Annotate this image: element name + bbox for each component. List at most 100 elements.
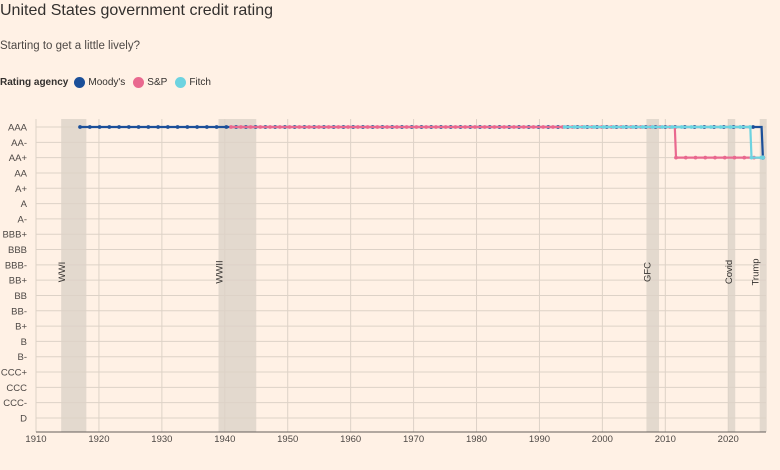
x-tick-label-5: 1960 bbox=[340, 434, 361, 445]
series-point-1 bbox=[693, 155, 698, 160]
series-point-2 bbox=[582, 125, 587, 129]
series-point-2 bbox=[621, 125, 626, 129]
series-point-1 bbox=[346, 125, 351, 129]
y-tick-label-18: CCC- bbox=[3, 398, 27, 409]
series-point-1 bbox=[521, 125, 526, 129]
y-tick-label-5: A bbox=[21, 199, 28, 210]
x-tick-label-7: 1980 bbox=[466, 434, 487, 445]
series-point-2 bbox=[650, 125, 655, 129]
x-tick-label-10: 2010 bbox=[655, 434, 676, 445]
series-point-1 bbox=[424, 125, 429, 129]
series-point-0 bbox=[97, 125, 102, 129]
event-label-1: WWII bbox=[215, 260, 226, 283]
x-tick-label-3: 1940 bbox=[214, 434, 235, 445]
series-point-1 bbox=[297, 125, 302, 129]
series-point-2 bbox=[738, 125, 743, 129]
series-point-1 bbox=[395, 125, 399, 129]
series-point-1 bbox=[453, 125, 458, 129]
series-point-1 bbox=[385, 125, 390, 129]
y-tick-label-0: AAA bbox=[8, 123, 28, 134]
series-point-0 bbox=[224, 125, 229, 129]
legend-swatch-sp bbox=[133, 77, 145, 88]
y-tick-label-14: B bbox=[21, 337, 27, 348]
y-tick-label-3: AA bbox=[14, 168, 27, 179]
series-point-1 bbox=[674, 155, 678, 160]
chart-title: United States government credit rating bbox=[0, 2, 274, 19]
shaded-period-3 bbox=[728, 119, 736, 432]
legend-label-moodys: Moody's bbox=[88, 77, 126, 88]
event-label-4: Trump bbox=[751, 258, 762, 285]
series-point-2 bbox=[689, 125, 694, 129]
series-point-1 bbox=[375, 125, 380, 129]
series-point-1 bbox=[492, 125, 497, 129]
series-point-2 bbox=[718, 125, 723, 129]
y-tick-label-10: BB+ bbox=[9, 276, 28, 287]
x-tick-label-6: 1970 bbox=[403, 434, 424, 445]
series-point-2 bbox=[572, 125, 577, 129]
legend-item-sp: S&P bbox=[133, 77, 167, 88]
series-point-1 bbox=[703, 155, 708, 160]
shaded-period-2 bbox=[646, 119, 660, 432]
legend-swatch-fitch bbox=[175, 77, 187, 88]
series-point-1 bbox=[268, 125, 273, 129]
series-point-1 bbox=[463, 125, 468, 129]
series-point-1 bbox=[732, 155, 737, 160]
x-tick-label-9: 2000 bbox=[592, 434, 613, 445]
y-tick-label-16: CCC+ bbox=[1, 368, 28, 379]
series-point-1 bbox=[336, 125, 341, 129]
series-point-1 bbox=[307, 125, 312, 129]
series-point-2 bbox=[640, 125, 645, 129]
x-tick-label-1: 1920 bbox=[88, 434, 109, 445]
y-tick-label-7: BBB+ bbox=[2, 230, 27, 241]
series-point-2 bbox=[631, 125, 635, 129]
series-point-2 bbox=[660, 125, 665, 129]
series-point-0 bbox=[146, 125, 151, 129]
series-point-1 bbox=[287, 125, 292, 129]
series-point-2 bbox=[670, 125, 674, 129]
legend-label-sp: S&P bbox=[147, 77, 168, 88]
series-point-1 bbox=[258, 125, 263, 129]
series-point-2 bbox=[562, 125, 567, 129]
series-point-1 bbox=[551, 125, 555, 129]
chart-subtitle: Starting to get a little lively? bbox=[0, 40, 140, 52]
series-point-1 bbox=[365, 125, 370, 129]
series-point-0 bbox=[107, 125, 112, 129]
legend-item-moodys: Moody's bbox=[74, 77, 125, 88]
series-point-0 bbox=[117, 125, 121, 129]
series-line-1 bbox=[231, 125, 763, 159]
y-tick-label-15: B- bbox=[18, 352, 28, 363]
y-tick-label-4: A+ bbox=[15, 184, 27, 195]
series-point-1 bbox=[404, 125, 409, 129]
series-point-0 bbox=[214, 125, 219, 129]
series-point-1 bbox=[531, 125, 536, 129]
series-point-1 bbox=[541, 125, 546, 129]
y-tick-label-13: B+ bbox=[15, 322, 27, 333]
series-point-2 bbox=[601, 125, 606, 129]
y-tick-label-12: BB- bbox=[11, 306, 27, 317]
series-end-point-2 bbox=[760, 155, 766, 160]
series-point-2 bbox=[748, 125, 752, 129]
series-point-1 bbox=[713, 155, 717, 160]
series-point-1 bbox=[229, 125, 233, 129]
series-point-1 bbox=[277, 125, 282, 129]
series-point-0 bbox=[185, 125, 190, 129]
x-tick-label-4: 1950 bbox=[277, 434, 298, 445]
series-point-0 bbox=[126, 125, 131, 129]
series-point-0 bbox=[87, 125, 92, 129]
shaded-period-4 bbox=[759, 119, 767, 432]
series-point-1 bbox=[742, 155, 747, 160]
series-point-2 bbox=[709, 125, 713, 129]
legend-title: Rating agency bbox=[0, 77, 69, 88]
series-point-2 bbox=[699, 125, 704, 129]
x-tick-label-0: 1910 bbox=[25, 434, 46, 445]
series-point-2 bbox=[749, 155, 754, 160]
y-tick-label-1: AA- bbox=[11, 138, 27, 149]
legend-item-fitch: Fitch bbox=[175, 77, 211, 88]
y-tick-label-2: AA+ bbox=[9, 153, 28, 164]
series-point-0 bbox=[78, 125, 82, 129]
series-point-0 bbox=[204, 125, 209, 129]
x-tick-label-8: 1990 bbox=[529, 434, 550, 445]
series-point-0 bbox=[751, 125, 755, 129]
series-point-1 bbox=[473, 125, 477, 129]
